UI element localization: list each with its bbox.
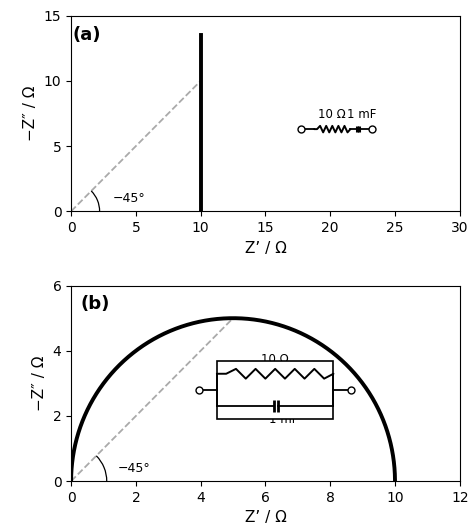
Bar (217, 360, 333, 419)
X-axis label: Z’ / Ω: Z’ / Ω (245, 241, 286, 256)
Text: −45°: −45° (118, 462, 151, 475)
Text: 1 mF: 1 mF (269, 413, 298, 426)
Text: −45°: −45° (112, 192, 146, 204)
Y-axis label: −Z″ / Ω: −Z″ / Ω (23, 86, 38, 141)
Text: 1 mF: 1 mF (347, 108, 377, 121)
Text: 10 Ω: 10 Ω (319, 108, 346, 121)
X-axis label: Z’ / Ω: Z’ / Ω (245, 510, 286, 523)
Y-axis label: −Z″ / Ω: −Z″ / Ω (32, 356, 47, 411)
Text: (b): (b) (81, 295, 110, 313)
Text: 10 Ω: 10 Ω (261, 353, 289, 366)
Text: (a): (a) (73, 26, 101, 44)
